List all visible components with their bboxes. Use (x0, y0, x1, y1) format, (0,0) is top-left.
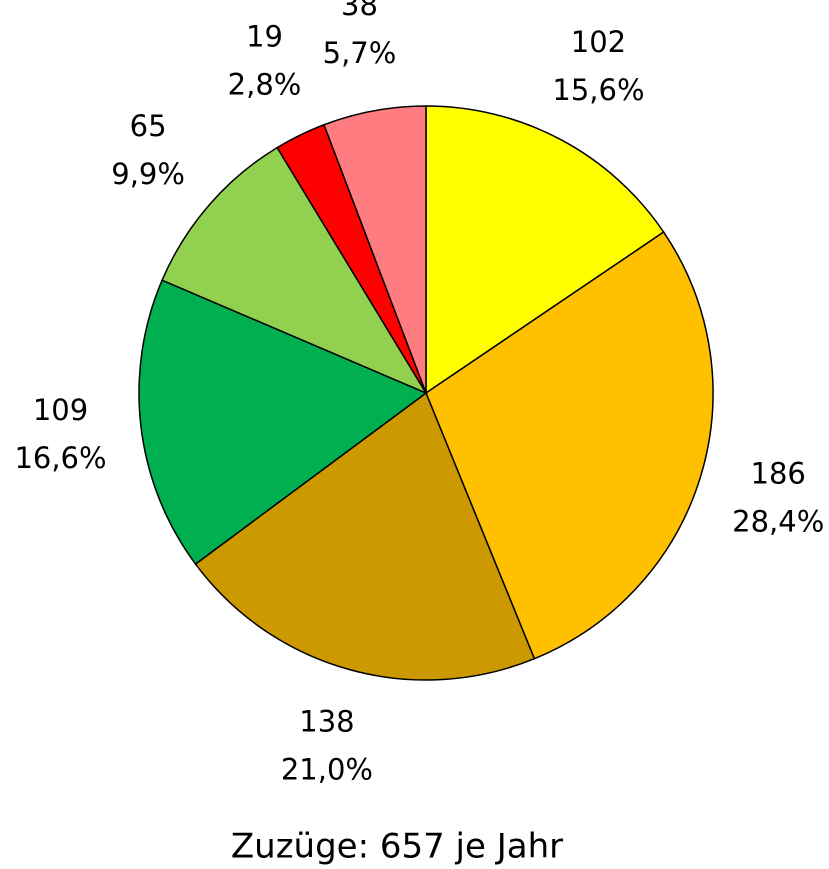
percentage-label: 15,6% (552, 73, 644, 107)
percentage-label: 9,9% (111, 157, 185, 191)
value-label: 102 (571, 25, 626, 59)
value-label: 109 (33, 393, 88, 427)
percentage-label: 28,4% (732, 505, 824, 539)
value-label: 38 (341, 0, 378, 22)
value-label: 65 (130, 109, 167, 143)
pie-slice (194, 391, 536, 681)
chart-title: Zuzüge: 657 je Jahr (231, 827, 563, 867)
pie-slice (161, 146, 428, 395)
pie-slice (323, 105, 427, 394)
pie-slice (425, 231, 714, 660)
pie-slice (138, 279, 428, 566)
percentage-label: 2,8% (228, 67, 302, 101)
pie-slice (425, 105, 665, 395)
percentage-label: 5,7% (323, 36, 397, 70)
percentage-label: 16,6% (14, 441, 106, 475)
value-label: 19 (246, 19, 283, 53)
value-label: 138 (299, 704, 354, 738)
percentage-label: 21,0% (281, 752, 373, 786)
value-label: 186 (751, 457, 806, 491)
